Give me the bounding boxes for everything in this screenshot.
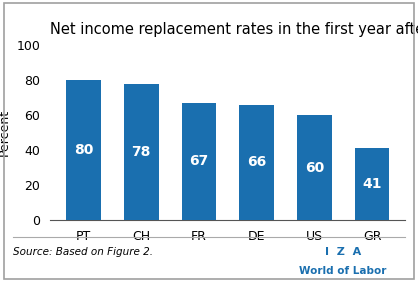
Text: 78: 78 xyxy=(132,145,151,159)
Bar xyxy=(297,115,331,220)
Bar xyxy=(240,105,274,220)
Text: I  Z  A: I Z A xyxy=(325,247,361,257)
Text: 66: 66 xyxy=(247,155,266,169)
Bar xyxy=(182,103,216,220)
Y-axis label: Percent: Percent xyxy=(0,109,11,156)
Text: Net income replacement rates in the first year after job loss: Net income replacement rates in the firs… xyxy=(50,22,418,37)
Text: Source: Based on Figure 2.: Source: Based on Figure 2. xyxy=(13,247,153,257)
Text: 60: 60 xyxy=(305,160,324,175)
Text: World of Labor: World of Labor xyxy=(299,266,387,276)
Bar xyxy=(124,83,158,220)
Bar xyxy=(66,80,101,220)
Text: 67: 67 xyxy=(189,154,209,168)
Text: 41: 41 xyxy=(362,177,382,191)
Bar xyxy=(355,148,389,220)
Text: 80: 80 xyxy=(74,143,93,157)
